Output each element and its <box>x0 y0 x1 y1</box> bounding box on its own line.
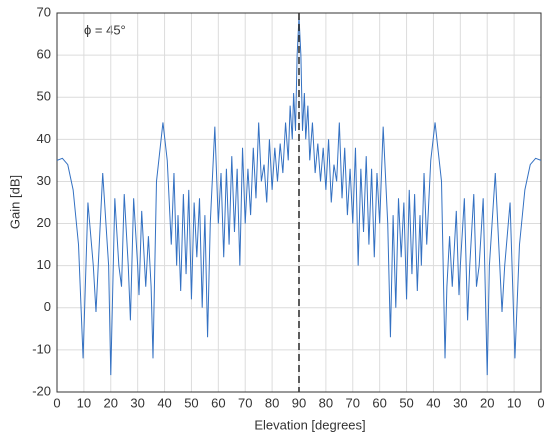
x-tick-label: 50 <box>399 395 413 410</box>
y-tick-label: -10 <box>32 341 51 356</box>
x-tick-label: 70 <box>238 395 252 410</box>
x-tick-label: 20 <box>480 395 494 410</box>
y-tick-label: 40 <box>37 131 51 146</box>
x-tick-label: 40 <box>157 395 171 410</box>
y-tick-label: 60 <box>37 47 51 62</box>
x-tick-label: 10 <box>507 395 521 410</box>
y-tick-label: -20 <box>32 383 51 398</box>
x-tick-label: 80 <box>265 395 279 410</box>
x-tick-label: 80 <box>319 395 333 410</box>
x-tick-label: 0 <box>53 395 60 410</box>
y-tick-label: 70 <box>37 4 51 19</box>
y-tick-label: 10 <box>37 257 51 272</box>
x-tick-label: 70 <box>346 395 360 410</box>
x-tick-label: 30 <box>453 395 467 410</box>
x-tick-label: 60 <box>211 395 225 410</box>
x-tick-label: 20 <box>104 395 118 410</box>
y-tick-label: 20 <box>37 215 51 230</box>
y-axis-label: Gain [dB] <box>7 175 22 229</box>
y-tick-label: 30 <box>37 173 51 188</box>
x-tick-label: 60 <box>372 395 386 410</box>
x-tick-label: 90 <box>292 395 306 410</box>
x-tick-label: 10 <box>77 395 91 410</box>
x-axis-label: Elevation [degrees] <box>254 417 365 432</box>
y-tick-label: 0 <box>44 299 51 314</box>
annotation: ϕ = 45° <box>84 22 126 37</box>
y-tick-label: 50 <box>37 89 51 104</box>
x-tick-label: 0 <box>537 395 544 410</box>
x-tick-label: 40 <box>426 395 440 410</box>
x-tick-label: 30 <box>130 395 144 410</box>
x-tick-label: 50 <box>184 395 198 410</box>
